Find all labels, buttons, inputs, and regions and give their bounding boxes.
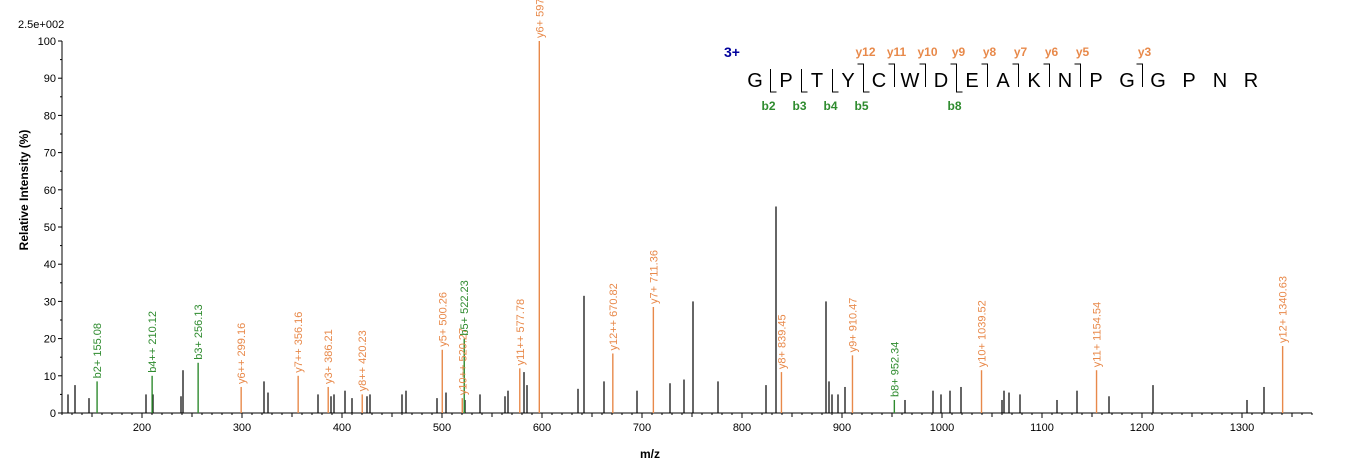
y-ion-bracket	[1043, 63, 1050, 87]
x-tick-label: 800	[733, 422, 751, 434]
y-ion-bracket	[919, 63, 926, 87]
sequence-residue: D	[934, 70, 948, 92]
x-tick-label: 1000	[930, 422, 954, 434]
y-ion-label: y11	[887, 45, 907, 59]
peak-label: y10+ 1039.52	[977, 300, 989, 367]
b-ion-bracket	[832, 69, 839, 93]
y-ion-bracket	[1136, 63, 1143, 87]
y-tick-label: 40	[44, 259, 56, 271]
y-ion-label: y3	[1138, 45, 1152, 59]
y-tick-label: 10	[44, 371, 56, 383]
sequence-residue: T	[811, 70, 823, 92]
peak-labels: b2+ 155.08 b4++ 210.12 b3+ 256.13 y6++ 299.…	[92, 0, 1290, 397]
x-tick-label: 700	[633, 422, 651, 434]
y-tick-label: 0	[50, 408, 56, 420]
x-tick-label: 900	[833, 422, 851, 434]
y-tick-label: 60	[44, 185, 56, 197]
sequence-residue: N	[1058, 70, 1072, 92]
y-axis-title: Relative Intensity (%)	[17, 130, 31, 251]
charge-state-label: 3+	[724, 44, 740, 60]
sequence-residue: K	[1027, 70, 1041, 92]
sequence-residue: N	[1213, 70, 1227, 92]
sequence-residue: Y	[841, 70, 854, 92]
peak-label: y8++ 420.23	[357, 330, 369, 391]
sequence-residue: P	[1089, 70, 1102, 92]
y-ion-label: y6	[1045, 45, 1059, 59]
b-ion-label: b8	[947, 99, 961, 113]
peak-label: y8+ 839.45	[776, 314, 788, 369]
y-ion-label: y12	[855, 45, 875, 59]
x-axis-title: m/z	[640, 447, 660, 461]
y-ion-label: y8	[983, 45, 997, 59]
sequence-residue: A	[996, 70, 1010, 92]
b-ion-bracket	[801, 69, 808, 93]
y-tick-label: 50	[44, 222, 56, 234]
peak-label: b4++ 210.12	[147, 311, 159, 373]
peak-label: y5+ 500.26	[437, 292, 449, 347]
b-ion-label: b3	[792, 99, 806, 113]
sequence-residue: W	[901, 70, 920, 92]
y-ion-bracket	[950, 63, 957, 87]
x-tick-label: 1100	[1030, 422, 1054, 434]
peak-label: y12+ 1340.63	[1278, 276, 1290, 343]
peak-label: b2+ 155.08	[92, 323, 104, 378]
x-tick-label: 1200	[1130, 422, 1154, 434]
b-ion-bracket	[956, 69, 963, 93]
x-tick-label: 600	[533, 422, 551, 434]
y-ion-bracket	[1012, 63, 1019, 87]
sequence-residue: G	[1150, 70, 1166, 92]
peak-label: y6++ 299.16	[236, 323, 248, 384]
x-tick-label: 500	[433, 422, 451, 434]
peak-label: y11+ 1154.54	[1092, 302, 1104, 367]
x-axis: 200 300 400 500 600 700 800 900 1000 1100 1200 1300	[61, 412, 1313, 434]
peak-label: y12++ 670.82	[608, 283, 620, 350]
peak-label: y3+ 386.21	[323, 329, 335, 384]
b-ion-label: b4	[823, 99, 837, 113]
y-ion-label: y10	[917, 45, 937, 59]
x-tick-label: 1300	[1230, 422, 1254, 434]
y-tick-label: 20	[44, 334, 56, 346]
y-tick-label: 90	[44, 73, 56, 85]
y-axis: 0 10 20 30 40 50 60 70 80 90 100	[38, 36, 63, 420]
peak-label: b5+ 522.23	[459, 280, 471, 335]
y-tick-label: 80	[44, 110, 56, 122]
sequence-residue: P	[1182, 70, 1195, 92]
sequence-residue: G	[747, 70, 763, 92]
x-tick-label: 300	[233, 422, 251, 434]
y-tick-label: 30	[44, 296, 56, 308]
y-ion-label: y7	[1014, 45, 1028, 59]
peak-label: y9+ 910.47	[847, 298, 859, 353]
b-ion-bracket	[770, 69, 777, 93]
y-ion-bracket	[857, 63, 864, 87]
sequence-residue: C	[872, 70, 886, 92]
y-ion-bracket	[888, 63, 895, 87]
sequence-residue: E	[965, 70, 978, 92]
peak-label: b3+ 256.13	[193, 304, 205, 359]
sequence-residue: G	[1119, 70, 1135, 92]
peak-label: y7+ 711.36	[648, 250, 660, 304]
peak-label: y11++ 577.78	[515, 299, 527, 365]
y-ion-label: y9	[952, 45, 966, 59]
peak-label: y10++ 520.27	[457, 328, 469, 395]
sequence-residue: P	[779, 70, 792, 92]
sequence-residue: R	[1244, 70, 1258, 92]
y-ion-label: y5	[1076, 45, 1090, 59]
b-ion-label: b2	[761, 99, 775, 113]
peak-label: b8+ 952.34	[889, 342, 901, 397]
y-ion-bracket	[1074, 63, 1081, 87]
peak-label: y6+ 597.3	[534, 0, 546, 38]
peak-label: y7++ 356.16	[293, 312, 305, 373]
b-ion-label: b5	[854, 99, 868, 113]
y-tick-label: 70	[44, 148, 56, 160]
x-tick-label: 400	[333, 422, 351, 434]
x-tick-label: 200	[133, 422, 151, 434]
intensity-scale-label: 2.5e+002	[18, 19, 64, 31]
spectrum-peaks	[67, 41, 1284, 413]
y-ion-bracket	[981, 63, 988, 87]
y-tick-label: 100	[38, 36, 56, 48]
b-ion-bracket	[863, 69, 870, 93]
